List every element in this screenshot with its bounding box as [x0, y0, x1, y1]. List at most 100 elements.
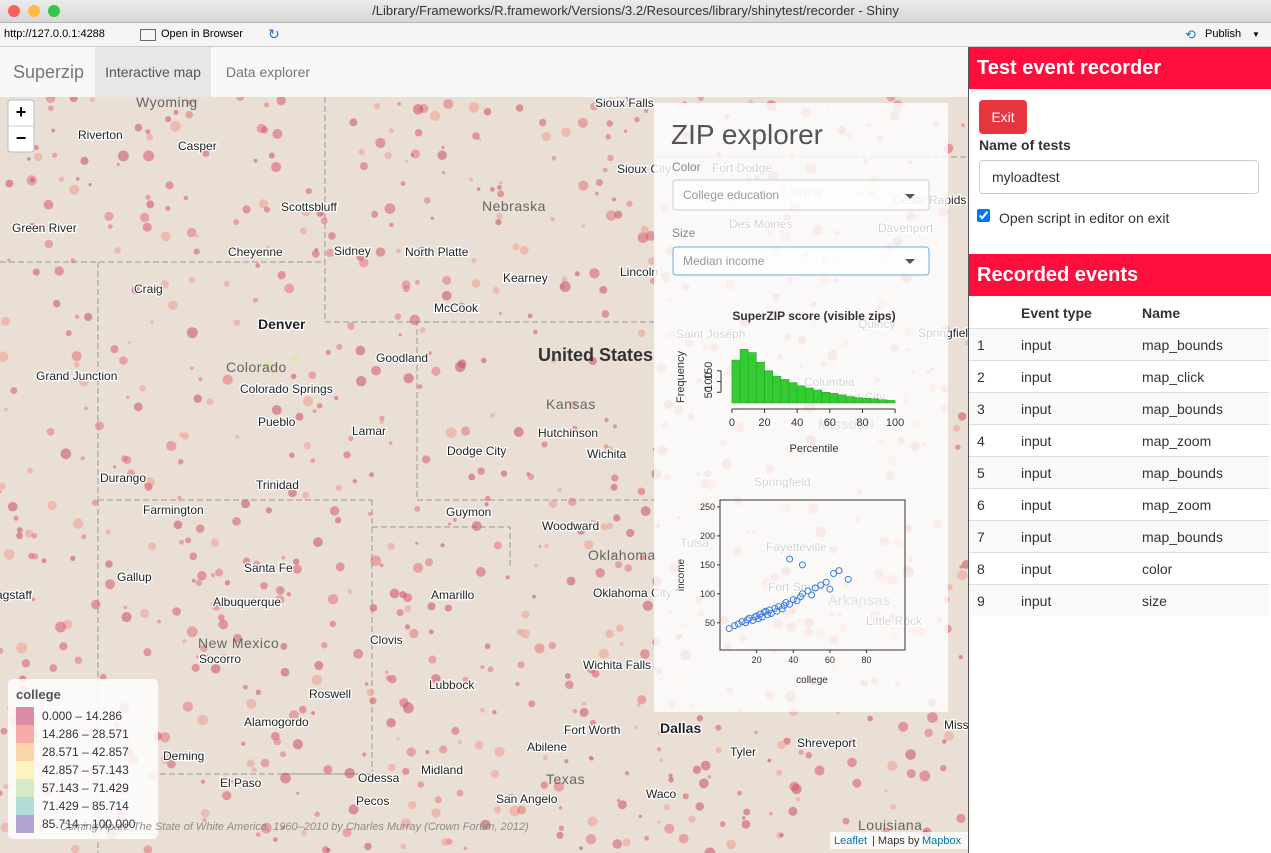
x-tick-label: 20	[758, 417, 770, 429]
zoom-button[interactable]	[48, 5, 60, 17]
map-circle	[253, 560, 261, 568]
map-circle	[452, 517, 457, 522]
scatter-point	[731, 622, 739, 630]
map-circle	[496, 212, 503, 220]
map-circle	[146, 200, 155, 209]
scatter-point	[844, 575, 852, 583]
size-label: Size	[672, 226, 696, 240]
scatter-point	[751, 613, 759, 621]
map-circle	[788, 806, 798, 816]
map-circle	[439, 745, 448, 754]
map-circle	[614, 210, 623, 219]
nav-tab[interactable]: Data explorer	[226, 64, 311, 80]
nav-tab[interactable]: Interactive map	[95, 47, 211, 97]
leaflet-link[interactable]: Leaflet	[834, 835, 867, 847]
map-circle	[645, 230, 656, 241]
map-circle	[638, 814, 642, 819]
map-circle	[302, 491, 310, 499]
map-circle	[564, 759, 569, 764]
map-circle	[133, 402, 143, 412]
map-circle	[60, 448, 72, 460]
city-label: Casper	[178, 139, 217, 153]
map-circle	[188, 276, 196, 284]
size-select[interactable]	[672, 246, 930, 276]
region-label: United States	[538, 345, 653, 365]
scatter-point	[786, 600, 794, 608]
map-circle	[471, 279, 481, 288]
event-row: 1 input map_bounds	[969, 328, 1269, 361]
city-label: Sioux Falls	[595, 97, 654, 110]
map-circle	[409, 314, 421, 326]
map-circle	[456, 789, 464, 797]
map-circle	[558, 825, 565, 831]
map-circle	[462, 676, 469, 683]
map-circle	[80, 456, 85, 461]
close-button[interactable]	[8, 5, 20, 17]
map[interactable]: Wyoming Nebraska United States Colorado Kans…	[0, 97, 968, 853]
map-circle	[275, 595, 285, 605]
map-circle	[33, 145, 39, 151]
city-label: Alamogordo	[244, 715, 309, 729]
map-circle	[513, 426, 524, 437]
refresh-icon[interactable]: ↻	[268, 26, 280, 42]
maps-by: | Maps by	[872, 835, 920, 847]
legend-swatch	[16, 707, 34, 725]
map-circle	[795, 797, 801, 802]
map-circle	[483, 107, 492, 116]
map-circle	[52, 152, 58, 158]
row-number: 3	[969, 392, 1013, 425]
zoom-out[interactable]: −	[16, 128, 27, 148]
minimize-button[interactable]	[28, 5, 40, 17]
event-name: map_zoom	[1134, 488, 1269, 521]
city-label: Clovis	[370, 633, 403, 647]
map-circle	[233, 219, 240, 226]
scatter-point	[826, 585, 834, 593]
map-circle	[58, 176, 65, 183]
publish-caret[interactable]: ▼	[1252, 30, 1260, 39]
map-circle	[678, 833, 689, 844]
map-circle	[589, 719, 596, 726]
exit-button[interactable]: Exit	[979, 100, 1027, 134]
map-circle	[611, 474, 619, 482]
map-circle	[117, 150, 129, 162]
map-circle	[384, 151, 392, 160]
map-circle	[320, 217, 328, 225]
city-label: Odessa	[358, 771, 400, 785]
map-circle	[347, 589, 353, 595]
map-circle	[240, 499, 250, 509]
zoom-in[interactable]: +	[16, 102, 27, 122]
map-circle	[414, 279, 420, 285]
map-circle	[847, 757, 857, 768]
x-axis-title: Percentile	[790, 443, 839, 455]
map-circle	[366, 688, 375, 697]
map-circle	[385, 670, 389, 675]
histogram-bar	[772, 375, 782, 404]
row-number: 8	[969, 552, 1013, 585]
map-circle	[145, 129, 151, 135]
map-circle	[218, 614, 225, 621]
region-label: Wyoming	[136, 97, 198, 110]
map-circle	[31, 597, 36, 602]
name-input[interactable]: myloadtest	[979, 160, 1259, 194]
map-circle	[291, 354, 299, 362]
map-circle	[490, 769, 500, 779]
map-circle	[425, 750, 430, 755]
publish-button[interactable]: Publish	[1205, 28, 1242, 40]
map-circle	[550, 356, 557, 364]
map-circle	[402, 285, 410, 293]
open-in-browser[interactable]: Open in Browser	[161, 28, 243, 40]
map-circle	[55, 621, 66, 633]
map-circle	[46, 428, 55, 436]
map-circle	[282, 318, 289, 324]
open-script-checkbox[interactable]	[977, 209, 990, 222]
map-circle	[624, 770, 630, 776]
map-circle	[867, 715, 873, 722]
map-circle	[43, 199, 54, 210]
mapbox-link[interactable]: Mapbox	[922, 835, 962, 847]
map-circle	[24, 529, 34, 538]
brand[interactable]: Superzip	[13, 62, 85, 82]
color-select[interactable]	[672, 179, 930, 211]
map-circle	[359, 258, 369, 268]
map-circle	[404, 624, 411, 630]
map-circle	[229, 598, 235, 604]
